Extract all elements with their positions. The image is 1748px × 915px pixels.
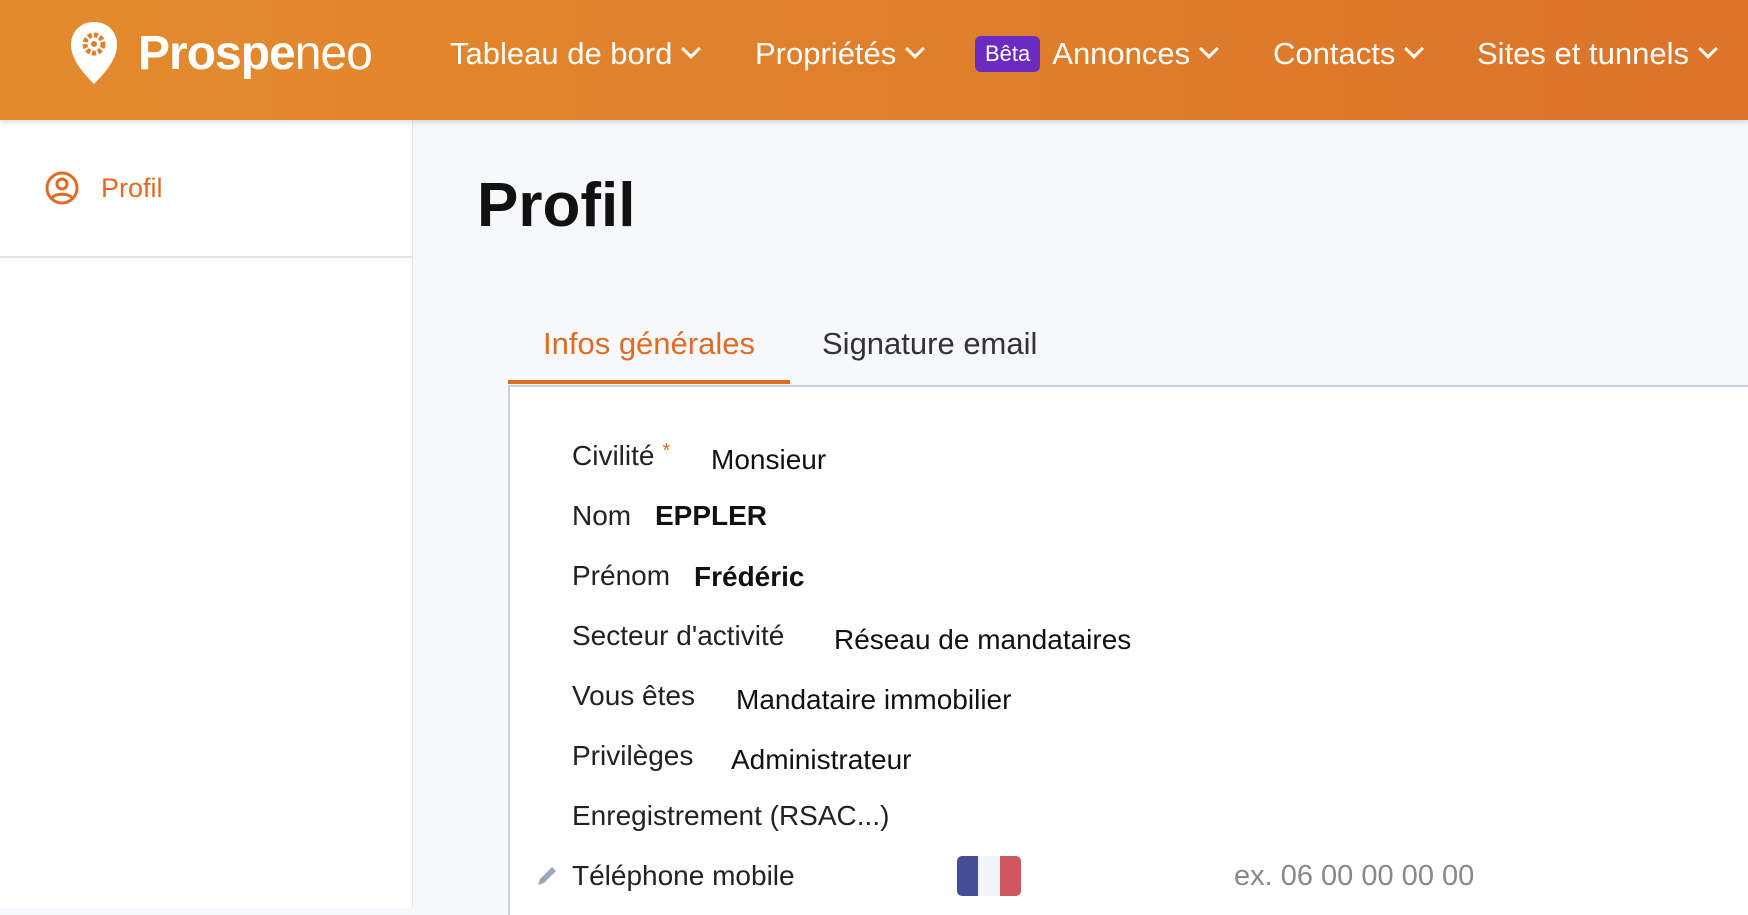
chevron-down-icon bbox=[1698, 39, 1718, 59]
prenom-value[interactable]: Frédéric bbox=[694, 561, 805, 592]
civilite-label: Civilité * bbox=[572, 440, 670, 472]
nav-contacts[interactable]: Contacts bbox=[1273, 0, 1425, 108]
top-header: Prospeneo Tableau de bord Propriétés Bêt… bbox=[0, 0, 1748, 120]
secteur-label: Secteur d'activité bbox=[572, 620, 785, 651]
sidebar-item-label: Profil bbox=[101, 172, 163, 203]
nav-label: Tableau de bord bbox=[450, 36, 673, 71]
page-title: Profil bbox=[477, 171, 636, 240]
chevron-down-icon bbox=[1199, 39, 1220, 59]
prenom-label: Prénom bbox=[572, 560, 671, 591]
privileges-label: Privilèges bbox=[572, 740, 694, 771]
vous-etes-label: Vous êtes bbox=[572, 680, 695, 711]
nav-proprietes[interactable]: Propriétés bbox=[755, 0, 926, 108]
secteur-value[interactable]: Réseau de mandataires bbox=[834, 624, 1132, 655]
sidebar: Profil bbox=[0, 120, 413, 908]
chevron-down-icon bbox=[905, 39, 926, 59]
chevron-down-icon bbox=[681, 39, 702, 59]
nav-label: Sites et tunnels bbox=[1477, 36, 1689, 71]
nom-label: Nom bbox=[572, 500, 632, 531]
nav-annonces[interactable]: Bêta Annonces bbox=[975, 0, 1220, 108]
pencil-icon[interactable] bbox=[535, 864, 559, 888]
nav-label: Propriétés bbox=[755, 36, 897, 71]
nav-label: Annonces bbox=[1052, 36, 1191, 71]
label-text: Civilité bbox=[572, 440, 655, 471]
france-flag-icon[interactable] bbox=[957, 856, 1021, 896]
sidebar-item-profil[interactable]: Profil bbox=[0, 120, 413, 258]
tab-signature-email[interactable]: Signature email bbox=[822, 326, 1038, 361]
logo[interactable]: Prospeneo bbox=[68, 20, 373, 86]
nav-sites-et-tunnels[interactable]: Sites et tunnels bbox=[1477, 0, 1718, 108]
brand-bold: Prospe bbox=[138, 26, 296, 80]
nav-tableau-de-bord[interactable]: Tableau de bord bbox=[450, 0, 702, 108]
required-marker: * bbox=[662, 440, 671, 462]
telephone-input[interactable]: ex. 06 00 00 00 00 bbox=[1234, 860, 1475, 892]
logo-pin-icon bbox=[71, 22, 117, 84]
enregistrement-label: Enregistrement (RSAC...) bbox=[572, 800, 890, 831]
brand-name: Prospeneo bbox=[138, 26, 373, 81]
civilite-value[interactable]: Monsieur bbox=[711, 444, 827, 475]
form-panel bbox=[508, 385, 1748, 915]
nav-label: Contacts bbox=[1273, 36, 1396, 71]
chevron-down-icon bbox=[1404, 39, 1425, 59]
tab-infos-generales[interactable]: Infos générales bbox=[508, 326, 790, 384]
brand-light: neo bbox=[294, 26, 373, 80]
telephone-label: Téléphone mobile bbox=[572, 860, 795, 891]
user-circle-icon bbox=[45, 171, 79, 205]
beta-badge: Bêta bbox=[975, 36, 1041, 72]
privileges-value[interactable]: Administrateur bbox=[731, 744, 912, 775]
vous-etes-value[interactable]: Mandataire immobilier bbox=[736, 684, 1012, 715]
nom-value[interactable]: EPPLER bbox=[655, 500, 768, 531]
